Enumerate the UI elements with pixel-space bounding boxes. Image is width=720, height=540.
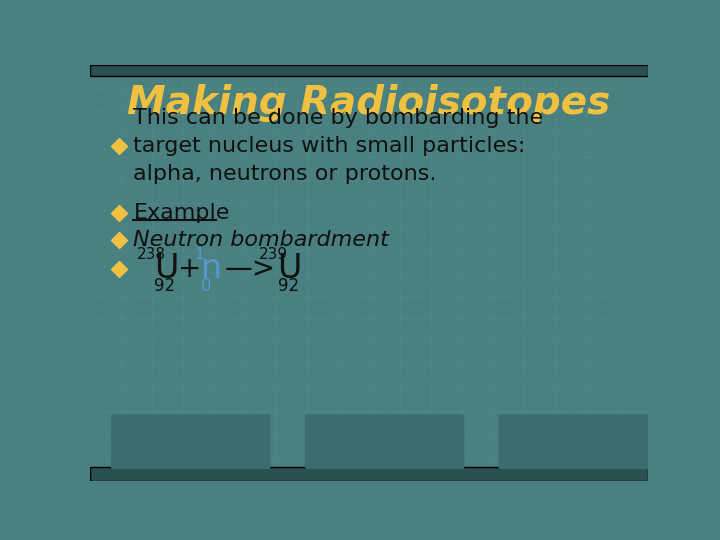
FancyBboxPatch shape (111, 414, 271, 469)
Text: 239: 239 (259, 247, 288, 262)
Text: This can be done by bombarding the
target nucleus with small particles:
alpha, n: This can be done by bombarding the targe… (133, 107, 544, 184)
Text: U: U (154, 252, 179, 285)
Text: U: U (277, 252, 302, 285)
Text: 1: 1 (194, 247, 204, 262)
Text: Neutron bombardment: Neutron bombardment (133, 231, 390, 251)
FancyBboxPatch shape (90, 467, 648, 481)
Text: +: + (178, 255, 201, 283)
Text: 0: 0 (201, 277, 212, 295)
Text: 238: 238 (137, 247, 166, 262)
Text: 92: 92 (154, 277, 176, 295)
FancyBboxPatch shape (305, 414, 464, 469)
Text: —>: —> (225, 255, 276, 283)
Text: Example: Example (133, 202, 230, 222)
FancyBboxPatch shape (498, 414, 658, 469)
FancyBboxPatch shape (90, 65, 648, 76)
Text: n: n (201, 252, 222, 285)
Text: Making Radioisotopes: Making Radioisotopes (127, 84, 611, 122)
Text: 92: 92 (277, 277, 299, 295)
